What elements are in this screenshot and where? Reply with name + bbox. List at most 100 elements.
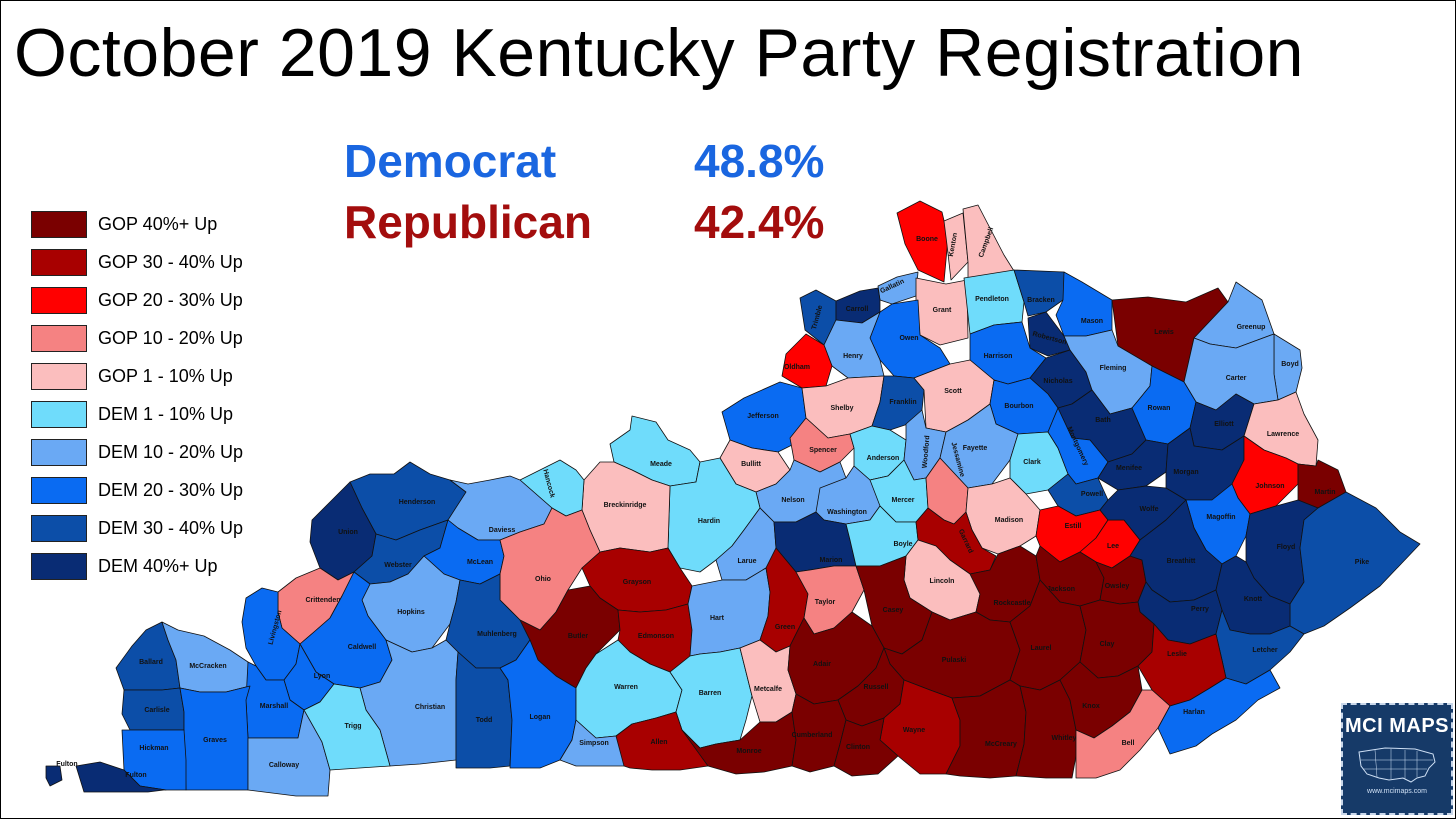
- county-label: Monroe: [736, 748, 761, 755]
- county-label: Graves: [203, 737, 227, 744]
- county-label: Anderson: [867, 455, 900, 462]
- county-label: Magoffin: [1206, 514, 1235, 521]
- county-label: Franklin: [889, 399, 916, 406]
- county-shape: [1015, 679, 1077, 779]
- county-label: Webster: [384, 562, 412, 569]
- legend-label: GOP 1 - 10% Up: [98, 366, 233, 386]
- county-label: Rockcastle: [994, 600, 1031, 607]
- legend-swatch: [31, 287, 87, 314]
- county-label: Pulaski: [942, 657, 967, 664]
- county-label: Spencer: [809, 447, 837, 454]
- county-label: Perry: [1191, 606, 1209, 613]
- democrat-percent: 48.8%: [694, 135, 825, 187]
- county-label: Allen: [650, 739, 667, 746]
- legend-swatch: [31, 363, 87, 390]
- county-label: Trigg: [344, 723, 361, 730]
- county-label: Lawrence: [1267, 431, 1299, 438]
- county-label: Boyd: [1281, 361, 1299, 368]
- county-shape: [1289, 491, 1421, 635]
- county-shape: [896, 200, 949, 283]
- legend-label: GOP 20 - 30% Up: [98, 290, 243, 310]
- legend-label: GOP 30 - 40% Up: [98, 252, 243, 272]
- page-title: October 2019 Kentucky Party Registration: [14, 15, 1304, 91]
- county-oldham: Oldham: [781, 333, 833, 389]
- county-label: Bracken: [1027, 297, 1055, 304]
- county-label: Lincoln: [930, 578, 955, 585]
- county-label: Carter: [1226, 375, 1247, 382]
- county-label: McCracken: [189, 663, 226, 670]
- county-label: Union: [338, 529, 358, 536]
- county-fulton: Fulton: [45, 761, 78, 787]
- county-label: Grayson: [623, 579, 651, 586]
- county-label: Woodford: [922, 435, 932, 468]
- legend-swatch: [31, 211, 87, 238]
- county-gallatin: Gallatin: [877, 271, 919, 305]
- county-label: Letcher: [1252, 647, 1278, 654]
- legend-label: DEM 10 - 20% Up: [98, 442, 244, 462]
- county-label: Bourbon: [1004, 403, 1033, 410]
- county-shape: [45, 765, 63, 787]
- county-whitley: Whitley: [1015, 679, 1077, 779]
- county-label: Wolfe: [1140, 506, 1159, 513]
- county-label: Todd: [476, 717, 493, 724]
- county-label: Nelson: [781, 497, 804, 504]
- county-label: Carroll: [846, 306, 869, 313]
- county-grant: Grant: [915, 277, 969, 346]
- county-label: Calloway: [269, 762, 299, 769]
- county-label: Johnson: [1255, 483, 1284, 490]
- county-label: Caldwell: [348, 644, 376, 651]
- county-label: Clark: [1023, 459, 1041, 466]
- county-label: Bullitt: [741, 461, 761, 468]
- county-label: McCreary: [985, 741, 1017, 748]
- county-shape: [781, 333, 833, 389]
- county-label: Lewis: [1154, 329, 1174, 336]
- county-label: Martin: [1315, 489, 1336, 496]
- county-label: Pendleton: [975, 296, 1009, 303]
- county-carlisle: Carlisle: [121, 687, 185, 731]
- county-clinton: Clinton: [833, 717, 899, 777]
- county-label: Lyon: [314, 673, 330, 680]
- county-graves: Graves: [179, 685, 251, 791]
- legend-swatch: [31, 401, 87, 428]
- county-label: Kenton: [948, 232, 959, 257]
- county-trigg: Trigg: [303, 683, 391, 771]
- republican-percent: 42.4%: [694, 196, 825, 248]
- county-label: Ohio: [535, 576, 551, 583]
- county-shape: [943, 212, 969, 281]
- county-label: Meade: [650, 461, 672, 468]
- county-label: Bell: [1122, 740, 1135, 747]
- county-label: Grant: [933, 307, 952, 314]
- county-label: Carlisle: [144, 707, 169, 714]
- county-label: Breathitt: [1167, 558, 1196, 565]
- county-label: Lee: [1107, 543, 1119, 550]
- county-label: Logan: [530, 714, 551, 721]
- county-label: Mason: [1081, 318, 1103, 325]
- county-label: Mercer: [892, 497, 915, 504]
- county-label: Owen: [899, 335, 918, 342]
- county-boone: Boone: [896, 200, 949, 283]
- county-hancock: Hancock: [519, 459, 585, 517]
- legend-swatch: [31, 553, 87, 580]
- county-label: Simpson: [579, 740, 609, 747]
- county-harlan: Harlan: [1157, 669, 1281, 755]
- county-label: Warren: [614, 684, 638, 691]
- county-label: Crittenden: [306, 597, 341, 604]
- legend-swatch: [31, 477, 87, 504]
- county-pike: Pike: [1289, 491, 1421, 635]
- county-shape: [833, 717, 899, 777]
- county-label: Pike: [1355, 559, 1370, 566]
- county-label: Estill: [1065, 523, 1082, 530]
- county-label: Fayette: [963, 445, 988, 452]
- county-label: Hart: [710, 615, 725, 622]
- county-label: Butler: [568, 633, 589, 640]
- legend-swatch: [31, 515, 87, 542]
- county-label: Elliott: [1214, 421, 1234, 428]
- legend-label: DEM 1 - 10% Up: [98, 404, 234, 424]
- county-label: Edmonson: [638, 633, 674, 640]
- county-campbell: Campbell: [962, 204, 1015, 281]
- county-henry: Henry: [823, 311, 885, 379]
- county-shape: [75, 761, 167, 793]
- county-label: Muhlenberg: [477, 631, 517, 638]
- mci-maps-logo: MCI MAPS www.mcimaps.com: [1341, 703, 1453, 815]
- county-label: Breckinridge: [604, 502, 647, 509]
